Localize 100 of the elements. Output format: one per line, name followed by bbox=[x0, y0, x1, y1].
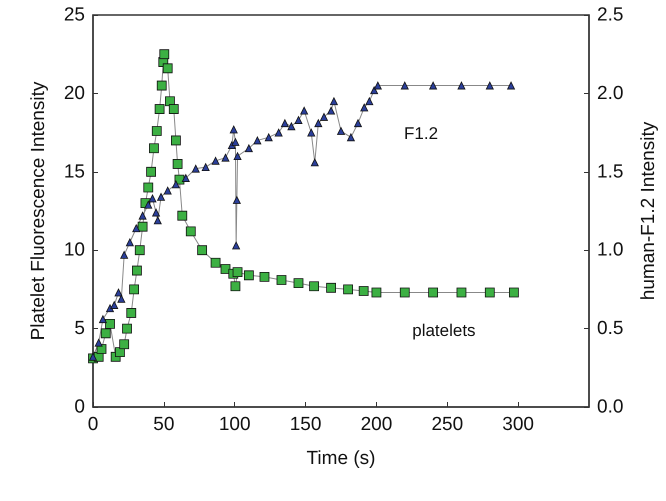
point bbox=[148, 194, 156, 202]
point bbox=[138, 222, 148, 232]
point bbox=[232, 196, 241, 204]
point bbox=[157, 192, 165, 201]
point bbox=[99, 315, 107, 324]
x-tick-label: 50 bbox=[153, 414, 174, 435]
point bbox=[354, 119, 362, 128]
point bbox=[372, 288, 382, 298]
point bbox=[120, 251, 128, 259]
x-tick-label: 100 bbox=[218, 414, 251, 435]
point bbox=[105, 318, 115, 329]
point bbox=[486, 82, 494, 90]
point bbox=[143, 182, 154, 192]
point bbox=[232, 267, 242, 278]
point bbox=[343, 284, 353, 294]
point bbox=[186, 226, 196, 236]
point bbox=[182, 174, 190, 182]
y-tick-label: 15 bbox=[64, 161, 85, 182]
point bbox=[126, 308, 136, 318]
point bbox=[132, 266, 142, 276]
x-tick-label: 300 bbox=[502, 414, 534, 435]
point bbox=[168, 104, 179, 114]
point bbox=[212, 156, 220, 165]
point bbox=[232, 242, 240, 250]
y2-tick-label: 2.0 bbox=[597, 82, 624, 104]
point bbox=[244, 270, 254, 280]
y2-tick-label: 0.5 bbox=[597, 318, 624, 340]
point bbox=[429, 82, 438, 90]
point bbox=[300, 106, 308, 115]
point bbox=[210, 258, 220, 268]
point bbox=[253, 136, 262, 144]
point bbox=[370, 86, 378, 94]
y-tick-label: 25 bbox=[64, 4, 85, 26]
point bbox=[115, 347, 125, 358]
point bbox=[232, 138, 240, 146]
point bbox=[230, 126, 238, 134]
y2-tick-label: 1.5 bbox=[597, 161, 624, 182]
point bbox=[177, 210, 188, 221]
point bbox=[234, 152, 242, 160]
point bbox=[230, 281, 240, 292]
y-tick-label: 0 bbox=[74, 396, 85, 418]
point bbox=[360, 104, 368, 112]
y2-tick-label: 1.0 bbox=[597, 240, 624, 261]
point bbox=[152, 208, 160, 216]
point bbox=[138, 212, 146, 220]
y2-tick-label: 0.0 bbox=[597, 396, 624, 418]
point bbox=[134, 245, 145, 256]
x-tick-label: 150 bbox=[290, 414, 322, 435]
point bbox=[264, 133, 273, 142]
point bbox=[114, 288, 122, 296]
x-tick-label: 250 bbox=[431, 414, 464, 435]
x-tick-label: 200 bbox=[360, 414, 392, 435]
point bbox=[117, 294, 126, 303]
point bbox=[484, 288, 495, 298]
point bbox=[192, 164, 200, 173]
point bbox=[132, 224, 140, 232]
point bbox=[508, 288, 519, 298]
x-axis-title: Time (s) bbox=[306, 448, 376, 469]
y-axis-title: Platelet Fluorescence Intensity bbox=[28, 81, 49, 340]
y-tick-label: 20 bbox=[64, 82, 85, 104]
point bbox=[149, 143, 159, 154]
point bbox=[119, 339, 130, 350]
point bbox=[129, 284, 139, 294]
point bbox=[154, 104, 165, 114]
point bbox=[310, 158, 319, 166]
point bbox=[280, 119, 289, 128]
point bbox=[309, 281, 319, 292]
point bbox=[197, 245, 208, 256]
point bbox=[260, 272, 270, 282]
point bbox=[154, 216, 162, 224]
point bbox=[288, 122, 296, 130]
y-tick-label: 5 bbox=[74, 318, 85, 340]
point bbox=[400, 288, 410, 298]
y-tick-label: 10 bbox=[64, 240, 85, 261]
point bbox=[294, 278, 304, 288]
point bbox=[347, 133, 355, 142]
point bbox=[122, 324, 132, 334]
point bbox=[327, 106, 335, 115]
point bbox=[358, 286, 369, 296]
point bbox=[202, 163, 210, 171]
point bbox=[326, 282, 336, 293]
point bbox=[307, 128, 316, 136]
y2-tick-label: 2.5 bbox=[597, 4, 624, 26]
point bbox=[159, 49, 170, 60]
point bbox=[172, 180, 180, 188]
point bbox=[89, 352, 97, 361]
series-label: platelets bbox=[412, 321, 476, 340]
point bbox=[330, 97, 338, 106]
point bbox=[365, 97, 374, 106]
point bbox=[337, 127, 345, 135]
point bbox=[144, 200, 152, 209]
point bbox=[94, 338, 103, 347]
point bbox=[274, 128, 283, 136]
point bbox=[374, 82, 382, 90]
point bbox=[276, 275, 286, 285]
point bbox=[222, 154, 230, 162]
point bbox=[314, 119, 322, 128]
point bbox=[152, 126, 162, 136]
point bbox=[456, 288, 466, 298]
point bbox=[428, 288, 438, 298]
